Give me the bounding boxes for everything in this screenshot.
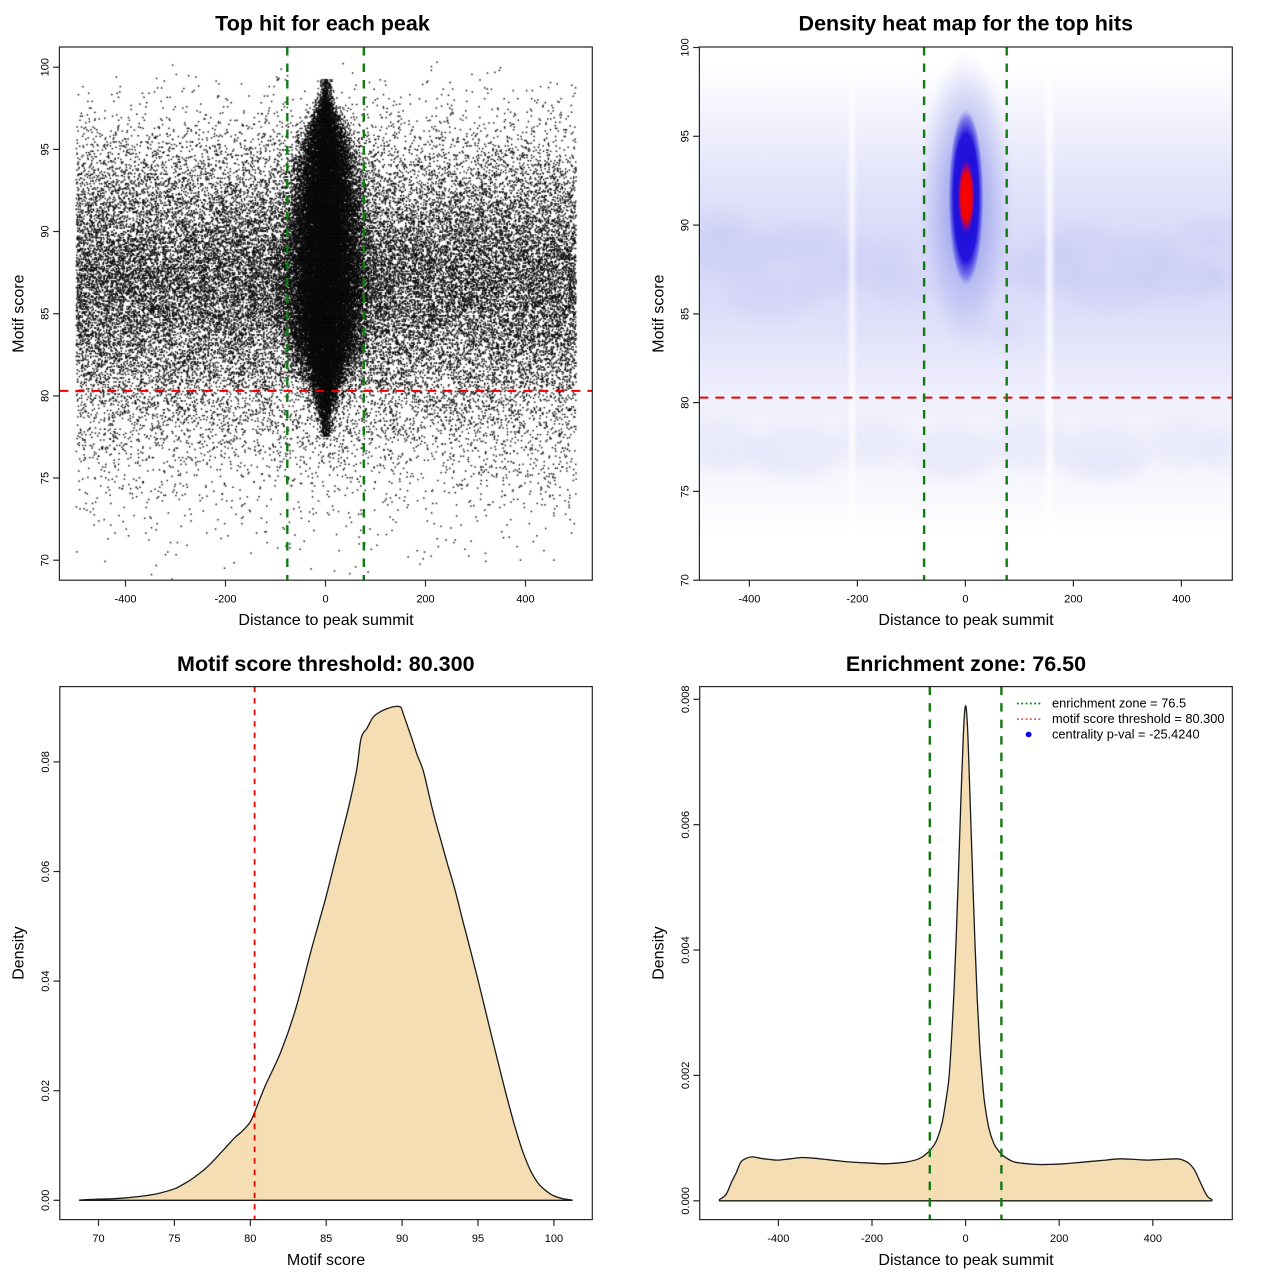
svg-text:Motif score: Motif score	[287, 1252, 365, 1269]
svg-text:Motif score threshold: 80.300: Motif score threshold: 80.300	[177, 652, 475, 676]
svg-text:0.04: 0.04	[40, 970, 52, 991]
svg-text:0: 0	[962, 593, 968, 605]
svg-text:200: 200	[1064, 593, 1082, 605]
svg-text:Enrichment zone: 76.50: Enrichment zone: 76.50	[846, 652, 1086, 676]
svg-text:75: 75	[40, 472, 52, 484]
svg-text:0.00: 0.00	[40, 1190, 52, 1211]
svg-text:Top hit for each peak: Top hit for each peak	[215, 12, 430, 36]
svg-text:-200: -200	[214, 593, 236, 605]
svg-text:75: 75	[168, 1233, 180, 1245]
svg-text:95: 95	[40, 143, 52, 155]
svg-text:80: 80	[244, 1233, 256, 1245]
svg-text:70: 70	[40, 554, 52, 566]
svg-text:0.006: 0.006	[680, 811, 692, 839]
svg-text:0.000: 0.000	[680, 1187, 692, 1215]
svg-text:0.004: 0.004	[680, 936, 692, 964]
svg-text:70: 70	[92, 1233, 104, 1245]
svg-text:0.002: 0.002	[680, 1062, 692, 1090]
svg-text:0.06: 0.06	[40, 861, 52, 882]
svg-text:Density heat map for the top h: Density heat map for the top hits	[799, 12, 1134, 36]
svg-text:Distance to peak summit: Distance to peak summit	[878, 612, 1054, 629]
svg-text:95: 95	[472, 1233, 484, 1245]
svg-text:85: 85	[320, 1233, 332, 1245]
svg-text:80: 80	[680, 396, 692, 408]
svg-text:-200: -200	[846, 593, 868, 605]
svg-text:0: 0	[963, 1233, 969, 1245]
svg-text:90: 90	[396, 1233, 408, 1245]
svg-text:80: 80	[40, 390, 52, 402]
svg-text:0.008: 0.008	[680, 686, 692, 714]
svg-text:Density: Density	[651, 926, 668, 979]
svg-text:0.02: 0.02	[40, 1080, 52, 1101]
svg-text:400: 400	[1144, 1233, 1162, 1245]
svg-text:75: 75	[680, 485, 692, 497]
svg-text:400: 400	[1172, 593, 1190, 605]
svg-text:95: 95	[680, 130, 692, 142]
svg-text:200: 200	[416, 593, 434, 605]
svg-text:motif score threshold = 80.300: motif score threshold = 80.300	[1052, 711, 1225, 726]
svg-text:0: 0	[322, 593, 328, 605]
svg-text:90: 90	[680, 219, 692, 231]
svg-text:-400: -400	[114, 593, 136, 605]
svg-text:400: 400	[516, 593, 534, 605]
svg-text:100: 100	[680, 38, 692, 56]
svg-text:-200: -200	[861, 1233, 883, 1245]
svg-text:100: 100	[545, 1233, 563, 1245]
svg-text:Distance to peak summit: Distance to peak summit	[238, 612, 414, 629]
svg-text:100: 100	[40, 58, 52, 76]
svg-text:85: 85	[680, 308, 692, 320]
svg-text:85: 85	[40, 308, 52, 320]
svg-text:90: 90	[40, 225, 52, 237]
svg-text:70: 70	[680, 574, 692, 586]
svg-text:enrichment zone = 76.5: enrichment zone = 76.5	[1052, 695, 1186, 710]
svg-text:-400: -400	[767, 1233, 789, 1245]
svg-text:Motif score: Motif score	[11, 274, 28, 352]
svg-text:Distance to peak summit: Distance to peak summit	[878, 1252, 1054, 1269]
svg-text:200: 200	[1050, 1233, 1068, 1245]
svg-text:-400: -400	[738, 593, 760, 605]
svg-text:0.08: 0.08	[40, 751, 52, 772]
svg-text:centrality p-val = -25.4240: centrality p-val = -25.4240	[1052, 727, 1200, 742]
svg-text:Density: Density	[11, 926, 28, 979]
svg-text:Motif score: Motif score	[651, 274, 668, 352]
